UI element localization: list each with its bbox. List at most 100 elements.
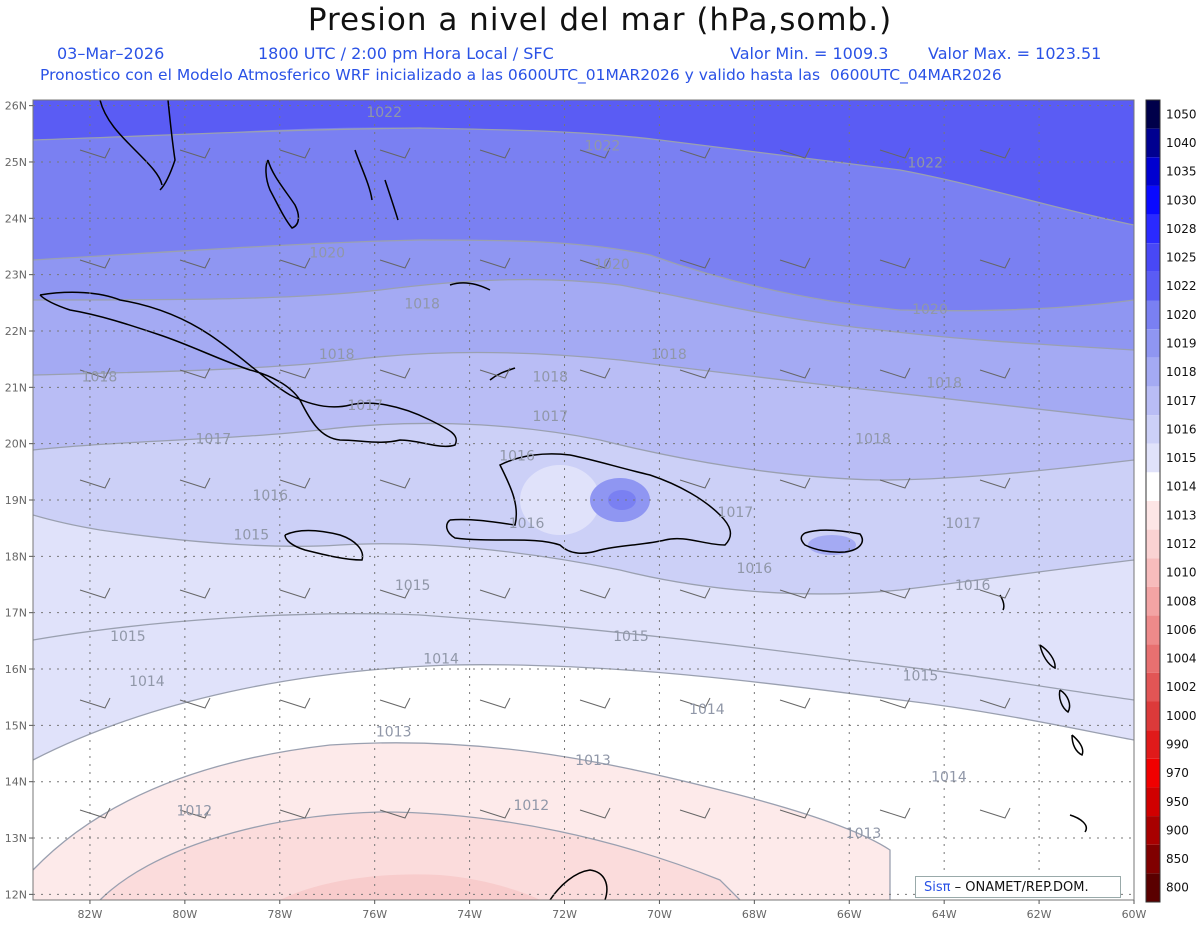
colorbar-label: 1022 (1166, 279, 1197, 293)
colorbar-swatch (1146, 615, 1160, 645)
isobar-label: 1017 (196, 432, 232, 448)
colorbar-label: 1017 (1166, 394, 1197, 408)
lat-label: 19N (5, 494, 27, 507)
lat-label: 15N (5, 719, 27, 732)
colorbar-label: 850 (1166, 852, 1189, 866)
colorbar-swatch (1146, 758, 1160, 788)
pressure-low-feature (520, 465, 600, 535)
colorbar-label: 1025 (1166, 251, 1197, 265)
isobar-label: 1012 (177, 803, 213, 819)
isobar-label: 1020 (309, 246, 345, 262)
colorbar-swatch (1146, 816, 1160, 845)
isobar-label: 1022 (585, 139, 621, 155)
wind-barbs (79, 147, 1011, 819)
puerto-rico-coast (800, 529, 864, 553)
colorbar-swatch (1146, 844, 1160, 874)
colorbar-swatch (1146, 644, 1160, 673)
lon-label: 80W (172, 908, 197, 921)
colorbar-swatch (1146, 357, 1160, 387)
isobar-label: 1017 (347, 398, 383, 414)
isobar-label: 1017 (945, 516, 981, 532)
lat-label: 13N (5, 832, 27, 845)
colorbar-swatch (1146, 873, 1160, 902)
lesser-antilles (999, 594, 1087, 833)
credit-org: – ONAMET/REP.DOM. (950, 880, 1089, 895)
isobar-lines (33, 127, 1134, 900)
lat-label: 16N (5, 663, 27, 676)
pressure-high-feature (608, 490, 636, 510)
colorbar-swatch (1146, 586, 1160, 616)
lon-label: 76W (362, 908, 387, 921)
colorbar-label: 1000 (1166, 709, 1197, 723)
isobar-label: 1013 (846, 826, 882, 842)
subtitle-time: 1800 UTC / 2:00 pm Hora Local / SFC (258, 44, 554, 63)
graticule (33, 100, 1134, 900)
axis-labels: 26N 25N 24N 23N 22N 21N 20N 19N 18N 17N 16N 15N 14N 1… (5, 100, 1147, 921)
isobar-label: 1018 (532, 370, 568, 386)
isobar-label: 1012 (513, 798, 549, 814)
colorbar-label: 1050 (1166, 107, 1197, 121)
lon-label: 62W (1027, 908, 1052, 921)
colorbar-label: 1040 (1166, 136, 1197, 150)
colorbar-label: 970 (1166, 766, 1189, 780)
isobar-label: 1017 (718, 505, 754, 521)
colorbar-label: 1010 (1166, 566, 1197, 580)
isobar-label: 1014 (689, 702, 725, 718)
isobar-label: 1016 (737, 561, 773, 577)
colorbar-swatch (1146, 128, 1160, 158)
lon-label: 66W (837, 908, 862, 921)
isobar-label: 1015 (613, 629, 649, 645)
colorbar-frame (1145, 99, 1161, 903)
colorbar-swatch (1146, 672, 1160, 702)
credit-box: Sisπ – ONAMET/REP.DOM. (915, 876, 1121, 898)
colorbar-swatch (1146, 529, 1160, 559)
isobar-label: 1022 (366, 105, 402, 121)
credit-pi: π (942, 880, 951, 895)
isobar-label: 1018 (82, 370, 118, 386)
isobar-label: 1018 (926, 375, 962, 391)
isobar-label: 1020 (594, 257, 630, 273)
isobar-label: 1016 (955, 578, 991, 594)
colorbar-swatch (1146, 386, 1160, 416)
isobar-label: 1015 (903, 668, 939, 684)
colorbar-swatch (1146, 243, 1160, 272)
isobar-label: 1015 (110, 629, 146, 645)
isobar-label: 1016 (509, 516, 545, 532)
lat-label: 26N (5, 100, 27, 113)
turks-caicos (449, 282, 516, 381)
colorbar-label: 1013 (1166, 508, 1197, 522)
isobar-label: 1016 (252, 488, 288, 504)
lon-label: 60W (1122, 908, 1147, 921)
band-1011 (280, 874, 540, 900)
lat-label: 23N (5, 269, 27, 282)
isobar-label: 1013 (575, 753, 611, 769)
isobar-label: 1018 (855, 432, 891, 448)
colorbar-label: 1018 (1166, 365, 1197, 379)
colorbar-swatch (1146, 300, 1160, 330)
colorbar-swatch (1146, 701, 1160, 731)
colorbar-label: 950 (1166, 795, 1189, 809)
lat-label: 21N (5, 381, 27, 394)
colorbar-swatch (1146, 100, 1160, 129)
band-1012 (100, 812, 740, 900)
colorbar-label: 1028 (1166, 222, 1197, 236)
lon-label: 82W (78, 908, 103, 921)
isobar-label: 1022 (907, 156, 943, 172)
isobar-label: 1018 (319, 347, 355, 363)
colorbar-label: 1014 (1166, 480, 1197, 494)
colorbar-label: 1015 (1166, 451, 1197, 465)
isobar-label: 1014 (129, 674, 165, 690)
lat-label: 17N (5, 607, 27, 620)
colorbar-swatch (1146, 214, 1160, 244)
colorbar-label: 1006 (1166, 623, 1197, 637)
south-america-coast (549, 869, 608, 900)
colorbar-label: 1030 (1166, 193, 1197, 207)
lat-label: 20N (5, 438, 27, 451)
subtitle-forecast: Pronostico con el Modelo Atmosferico WRF… (40, 66, 1002, 84)
lon-label: 72W (552, 908, 577, 921)
colorbar-label: 1020 (1166, 308, 1197, 322)
colorbar-swatch (1146, 329, 1160, 358)
colorbar-swatch (1146, 472, 1160, 501)
colorbar-swatch (1146, 157, 1160, 186)
hispaniola-coast (445, 453, 732, 555)
